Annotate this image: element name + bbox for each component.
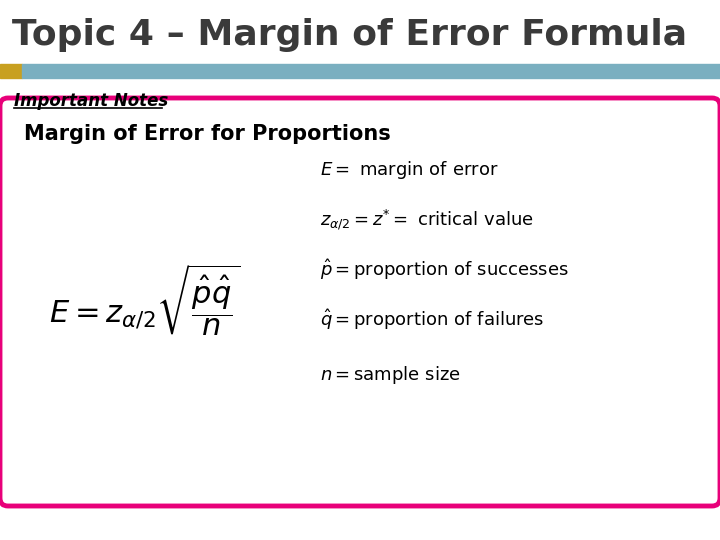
Text: Topic 4 – Margin of Error Formula: Topic 4 – Margin of Error Formula [12, 18, 687, 52]
Text: $\hat{q} = \mathrm{proportion\ of\ failures}$: $\hat{q} = \mathrm{proportion\ of\ failu… [320, 308, 544, 333]
Text: $E = z_{\alpha/2}\sqrt{\dfrac{\hat{p}\hat{q}}{n}}$: $E = z_{\alpha/2}\sqrt{\dfrac{\hat{p}\ha… [50, 262, 240, 338]
Text: Important Notes: Important Notes [14, 92, 168, 110]
Bar [22, 64, 720, 78]
Text: $E = \ \mathrm{margin\ of\ error}$: $E = \ \mathrm{margin\ of\ error}$ [320, 159, 498, 181]
FancyBboxPatch shape [0, 98, 720, 506]
Text: $z_{\alpha/2} = z^{*} = \ \mathrm{critical\ value}$: $z_{\alpha/2} = z^{*} = \ \mathrm{critic… [320, 208, 534, 232]
Text: $\hat{p} = \mathrm{proportion\ of\ successes}$: $\hat{p} = \mathrm{proportion\ of\ succe… [320, 258, 569, 282]
Text: $n = \mathrm{sample\ size}$: $n = \mathrm{sample\ size}$ [320, 364, 461, 386]
Text: Margin of Error for Proportions: Margin of Error for Proportions [24, 124, 391, 144]
Bar [0, 64, 22, 78]
